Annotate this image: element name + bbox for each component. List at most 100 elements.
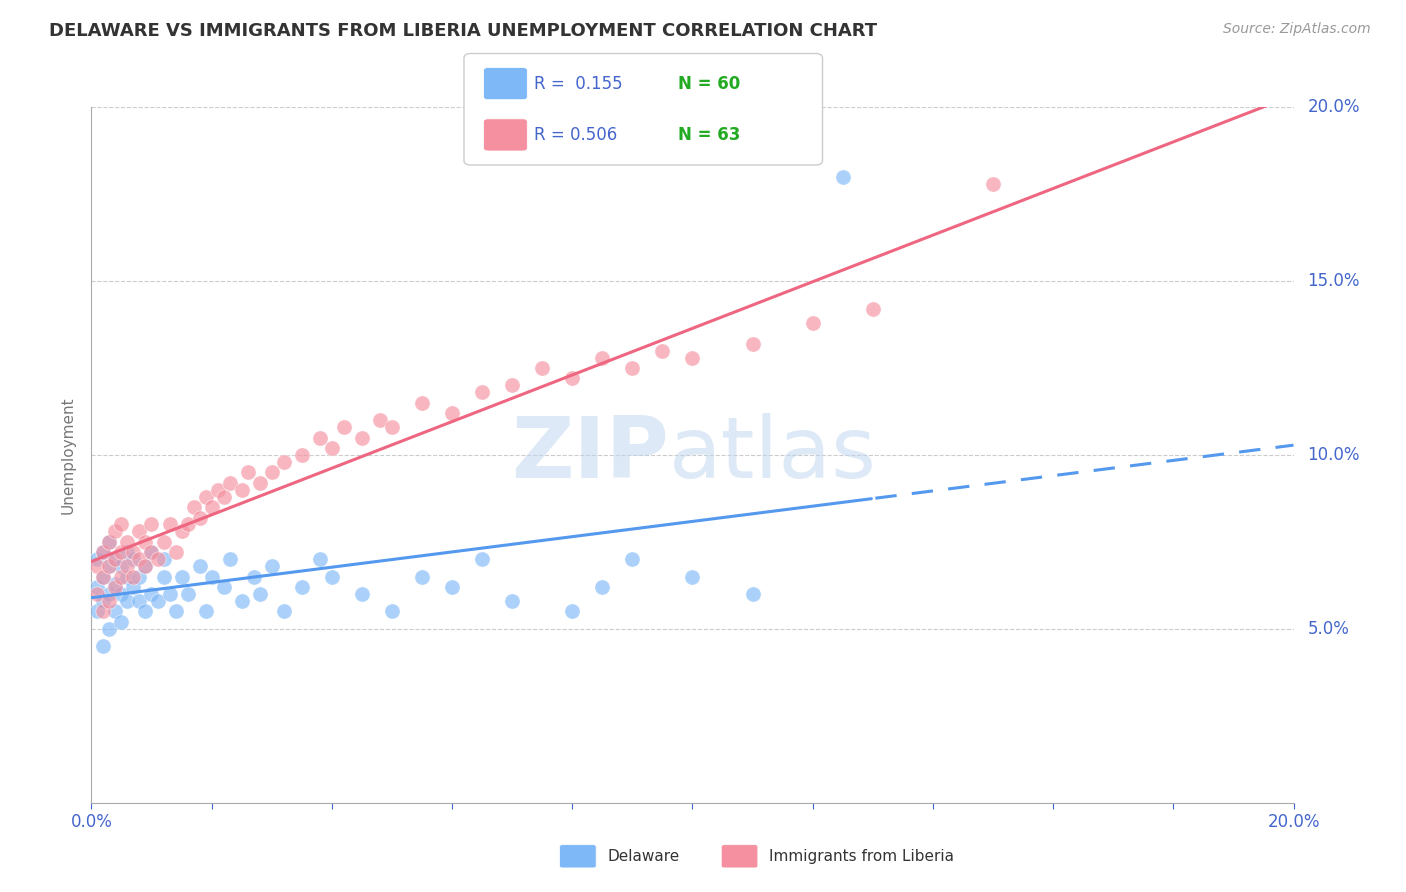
- Point: [104, 524, 127, 539]
- Point: [110, 615, 132, 629]
- Point: [862, 301, 884, 316]
- Text: N = 60: N = 60: [678, 75, 740, 93]
- Text: 15.0%: 15.0%: [1308, 272, 1360, 290]
- Point: [531, 360, 554, 375]
- Point: [152, 570, 174, 584]
- Text: DELAWARE VS IMMIGRANTS FROM LIBERIA UNEMPLOYMENT CORRELATION CHART: DELAWARE VS IMMIGRANTS FROM LIBERIA UNEM…: [49, 22, 877, 40]
- Point: [381, 420, 404, 434]
- Text: Delaware: Delaware: [607, 849, 679, 863]
- Point: [231, 483, 253, 497]
- Point: [350, 587, 373, 601]
- Point: [194, 605, 217, 619]
- Point: [170, 570, 193, 584]
- Point: [201, 570, 224, 584]
- Point: [260, 466, 283, 480]
- Point: [122, 545, 145, 559]
- Point: [440, 580, 463, 594]
- Point: [194, 490, 217, 504]
- Point: [122, 580, 145, 594]
- Point: [93, 594, 115, 608]
- Point: [207, 483, 229, 497]
- Point: [249, 587, 271, 601]
- Point: [231, 594, 253, 608]
- Point: [801, 316, 824, 330]
- Point: [141, 587, 163, 601]
- Point: [128, 594, 150, 608]
- Point: [152, 534, 174, 549]
- Point: [201, 500, 224, 514]
- Text: R = 0.506: R = 0.506: [534, 126, 617, 144]
- Text: N = 63: N = 63: [678, 126, 740, 144]
- Point: [98, 559, 121, 574]
- Point: [218, 475, 240, 490]
- Point: [159, 587, 181, 601]
- Point: [561, 605, 583, 619]
- Point: [98, 534, 121, 549]
- Point: [242, 570, 264, 584]
- Text: R =  0.155: R = 0.155: [534, 75, 623, 93]
- Point: [591, 580, 613, 594]
- Point: [141, 545, 163, 559]
- Point: [141, 545, 163, 559]
- Point: [122, 552, 145, 566]
- Point: [260, 559, 283, 574]
- Text: 5.0%: 5.0%: [1308, 620, 1350, 638]
- Point: [273, 455, 295, 469]
- Point: [98, 594, 121, 608]
- Text: Source: ZipAtlas.com: Source: ZipAtlas.com: [1223, 22, 1371, 37]
- Point: [831, 169, 853, 184]
- Point: [170, 524, 193, 539]
- Point: [146, 552, 169, 566]
- Point: [291, 448, 314, 462]
- Point: [621, 552, 644, 566]
- Point: [440, 406, 463, 420]
- Point: [681, 570, 703, 584]
- Point: [141, 517, 163, 532]
- Point: [110, 570, 132, 584]
- Point: [350, 431, 373, 445]
- Point: [117, 545, 139, 559]
- Point: [981, 177, 1004, 191]
- Point: [110, 545, 132, 559]
- Point: [98, 622, 121, 636]
- Point: [117, 570, 139, 584]
- Point: [176, 587, 198, 601]
- Point: [110, 517, 132, 532]
- Point: [117, 559, 139, 574]
- Point: [98, 534, 121, 549]
- Point: [188, 510, 211, 524]
- Point: [86, 580, 108, 594]
- Y-axis label: Unemployment: Unemployment: [60, 396, 76, 514]
- Point: [321, 570, 343, 584]
- Point: [591, 351, 613, 365]
- Point: [368, 413, 391, 427]
- Point: [501, 378, 523, 392]
- Point: [159, 517, 181, 532]
- Point: [134, 534, 156, 549]
- Point: [308, 431, 330, 445]
- Point: [117, 594, 139, 608]
- Point: [152, 552, 174, 566]
- Point: [165, 605, 187, 619]
- Point: [741, 336, 763, 351]
- Point: [104, 605, 127, 619]
- Point: [501, 594, 523, 608]
- Point: [93, 570, 115, 584]
- Point: [333, 420, 356, 434]
- Point: [308, 552, 330, 566]
- Point: [104, 576, 127, 591]
- Text: 10.0%: 10.0%: [1308, 446, 1360, 464]
- Point: [651, 343, 673, 358]
- Text: atlas: atlas: [668, 413, 876, 497]
- Point: [128, 524, 150, 539]
- Point: [165, 545, 187, 559]
- Point: [98, 587, 121, 601]
- Point: [188, 559, 211, 574]
- Text: Immigrants from Liberia: Immigrants from Liberia: [769, 849, 955, 863]
- Point: [411, 570, 433, 584]
- Point: [236, 466, 259, 480]
- Point: [321, 441, 343, 455]
- Point: [93, 545, 115, 559]
- Point: [128, 552, 150, 566]
- Point: [273, 605, 295, 619]
